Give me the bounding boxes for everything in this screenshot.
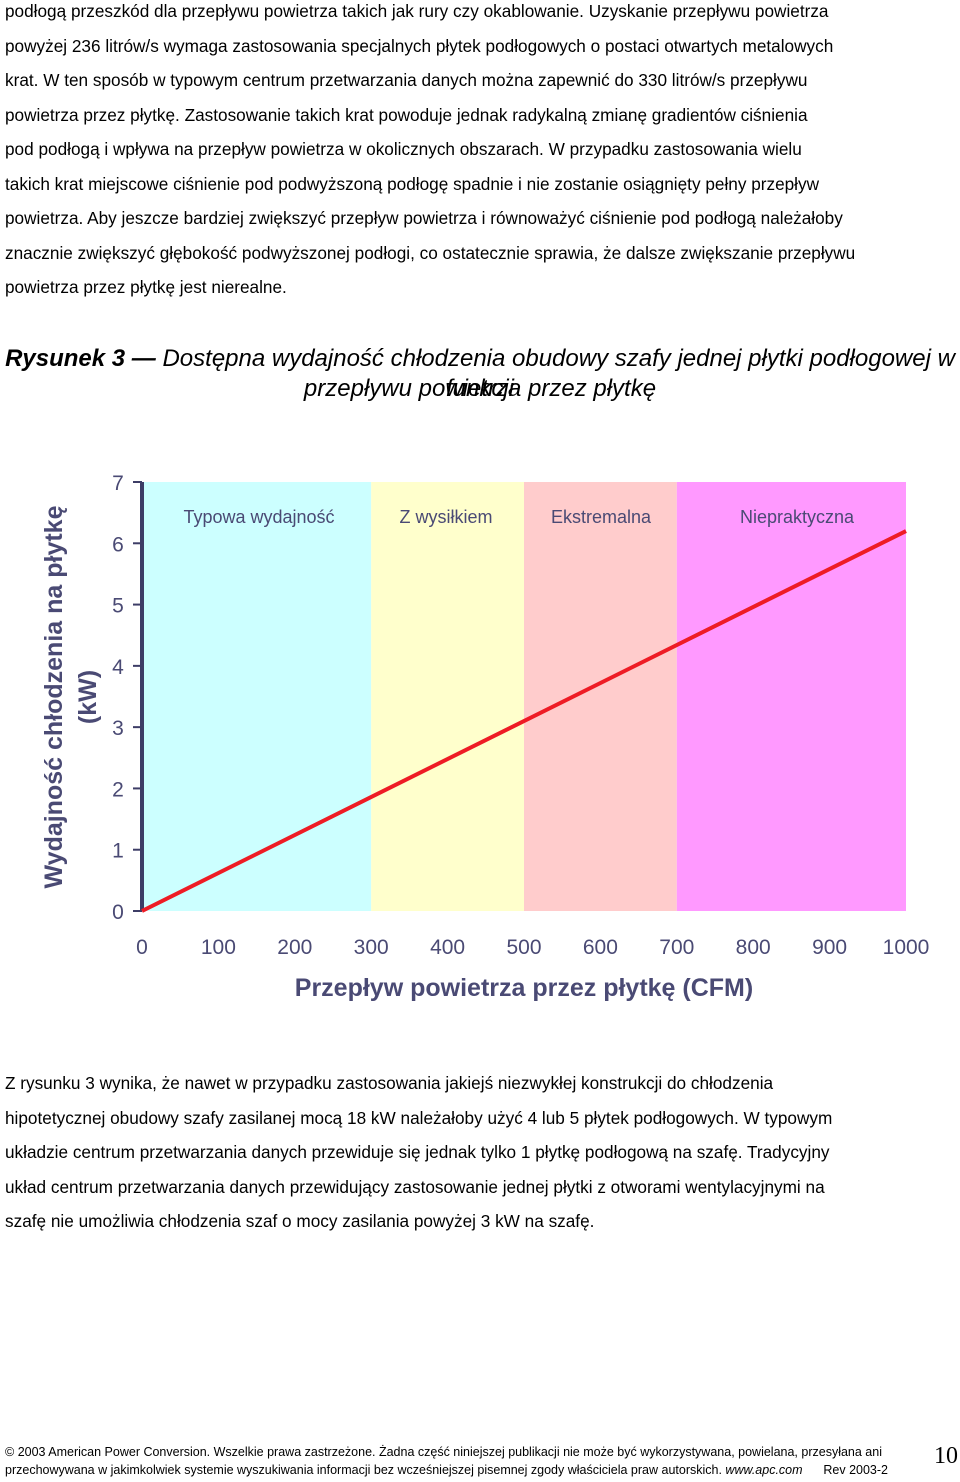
band-3 — [676, 482, 906, 911]
text-line: powietrza. Aby jeszcze bardziej zwiększy… — [5, 208, 843, 228]
x-tick-label: 100 — [201, 936, 236, 959]
y-tick-label: 5 — [112, 595, 124, 618]
text-line: układzie centrum przetwarzania danych pr… — [5, 1142, 830, 1162]
y-tick-label: 4 — [112, 656, 124, 679]
x-tick-label: 700 — [659, 936, 694, 959]
band-0 — [142, 482, 372, 911]
band-2 — [524, 482, 677, 911]
text-line: powietrza przez płytkę jest nierealne. — [5, 277, 287, 297]
y-tick-label: 0 — [112, 901, 124, 924]
text-line: pod podłogą i wpływa na przepływ powietr… — [5, 139, 802, 159]
band-label-2: Ekstremalna — [551, 507, 652, 527]
figure-label: Rysunek 3 — — [5, 345, 156, 372]
page-number: 10 — [934, 1443, 958, 1469]
x-axis-label: Przepływ powietrza przez płytkę (CFM) — [295, 974, 753, 1002]
text-line: układ centrum przetwarzania danych przew… — [5, 1176, 825, 1197]
y-tick-label: 1 — [112, 840, 124, 863]
x-tick-label: 400 — [430, 936, 465, 959]
y-axis-label-line-1: Wydajność chłodzenia na płytkę — [40, 505, 68, 888]
footer: © 2003 American Power Conversion. Wszelk… — [5, 1443, 915, 1479]
y-tick-label: 7 — [112, 472, 124, 495]
x-tick-label: 600 — [583, 936, 618, 959]
y-tick-label: 3 — [112, 717, 124, 740]
figure-caption: Rysunek 3 — Dostępna wydajność chłodzeni… — [0, 344, 960, 404]
footer-url[interactable]: www.apc.com — [725, 1463, 803, 1477]
footer-line-1: © 2003 American Power Conversion. Wszelk… — [5, 1445, 882, 1459]
text-line: krat. W ten sposób w typowym centrum prz… — [5, 70, 808, 90]
text-line: podłogą przeszkód dla przepływu powietrz… — [5, 1, 829, 21]
figure-title-line-1: Dostępna wydajność chłodzenia obudowy sz… — [162, 345, 955, 402]
x-tick-label: 0 — [136, 936, 148, 959]
x-tick-label: 900 — [812, 936, 847, 959]
footer-rights: przechowywana w jakimkolwiek systemie wy… — [5, 1463, 722, 1477]
text-line: Z rysunku 3 wynika, że nawet w przypadku… — [5, 1073, 774, 1093]
cooling-capacity-chart: Typowa wydajność Z wysiłkiem Ekstremalna Ni… — [40, 472, 930, 1002]
text-line: powyżej 236 litrów/s wymaga zastosowania… — [5, 35, 834, 56]
body-paragraph-2: Z rysunku 3 wynika, że nawet w przypadku… — [5, 1066, 960, 1239]
y-tick-label: 6 — [112, 533, 124, 556]
y-axis-label-line-2: (kW) — [74, 670, 102, 724]
x-tick-label: 1000 — [883, 936, 930, 959]
figure-title-line-2: przepływu powietrza przez płytkę — [303, 375, 657, 402]
series-line-0 — [141, 529, 907, 913]
x-tick-label: 200 — [277, 936, 312, 959]
figure-caption-line-2: przepływu powietrza przez płytkę — [0, 374, 960, 404]
text-line: znacznie zwiększyć głębokość podwyższone… — [5, 242, 856, 263]
body-paragraph-1: podłogą przeszkód dla przepływu powietrz… — [5, 0, 960, 305]
band-label-3: Niepraktyczna — [740, 507, 855, 527]
y-tick-label: 2 — [112, 778, 124, 801]
footer-revision: Rev 2003-2 — [823, 1463, 888, 1477]
text-line: takich krat miejscowe ciśnienie pod podw… — [5, 173, 820, 194]
text-line: szafę nie umożliwia chłodzenia szaf o mo… — [5, 1211, 595, 1231]
footer-copyright: 2003 American Power Conversion. Wszelkie… — [17, 1445, 882, 1459]
footer-line-2: przechowywana w jakimkolwiek systemie wy… — [5, 1461, 915, 1479]
x-tick-label: 300 — [354, 936, 389, 959]
band-label-0: Typowa wydajność — [183, 507, 334, 527]
band-label-1: Z wysiłkiem — [400, 507, 493, 527]
x-tick-label: 800 — [736, 936, 771, 959]
band-1 — [371, 482, 524, 911]
text-line: powietrza przez płytkę. Zastosowanie tak… — [5, 104, 808, 125]
text-line: hipotetycznej obudowy szafy zasilanej mo… — [5, 1107, 833, 1128]
x-tick-label: 500 — [506, 936, 541, 959]
